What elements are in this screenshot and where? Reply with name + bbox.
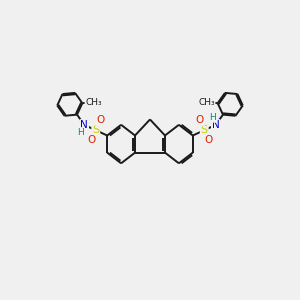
Text: O: O xyxy=(96,116,104,125)
Text: H: H xyxy=(77,128,84,137)
Text: H: H xyxy=(209,113,216,122)
Text: CH₃: CH₃ xyxy=(85,98,102,107)
Text: N: N xyxy=(80,120,88,130)
Text: O: O xyxy=(87,135,95,145)
Text: S: S xyxy=(201,125,208,135)
Text: O: O xyxy=(205,135,213,145)
Text: N: N xyxy=(212,120,220,130)
Text: O: O xyxy=(196,116,204,125)
Text: CH₃: CH₃ xyxy=(198,98,215,107)
Text: S: S xyxy=(92,125,99,135)
